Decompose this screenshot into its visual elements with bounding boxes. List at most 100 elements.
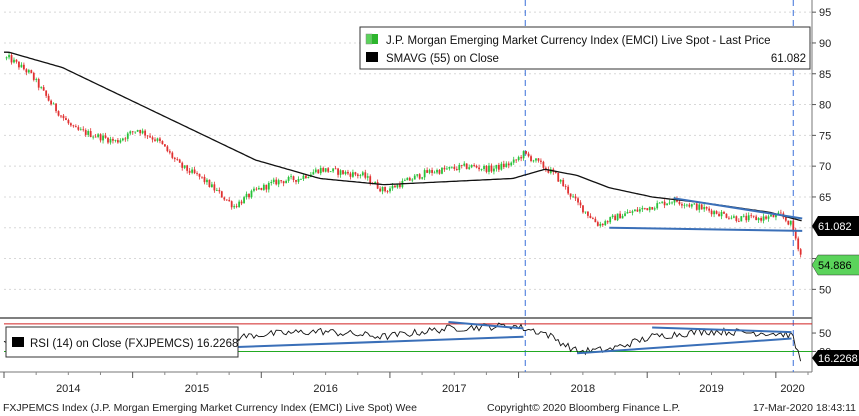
candle-body — [735, 216, 738, 221]
footer-timestamp: 17-Mar-2020 18:43:11 — [753, 402, 856, 414]
candle-body — [591, 218, 594, 219]
rsi-trendline — [577, 337, 792, 355]
candle-body — [520, 157, 523, 159]
candle-body — [188, 170, 191, 173]
candle-body — [648, 207, 651, 211]
candle-body — [787, 220, 790, 225]
candle-body — [601, 223, 604, 226]
candle-body — [149, 136, 151, 138]
candle-body — [794, 230, 797, 239]
candle-body — [621, 215, 624, 219]
candle-body — [136, 130, 139, 132]
candle-body — [69, 123, 72, 126]
candle-body — [376, 182, 379, 189]
candle-body — [245, 193, 248, 198]
candle-body — [488, 165, 490, 172]
candle-body — [510, 162, 513, 166]
candle-body — [567, 186, 570, 194]
candle-body — [220, 191, 223, 198]
candle-body — [228, 199, 231, 202]
candle-body — [792, 220, 795, 231]
candle-body — [30, 70, 33, 73]
rsi-trendline — [652, 326, 792, 334]
candle-body — [327, 168, 330, 172]
candle-body — [159, 138, 161, 142]
candle-body — [295, 179, 297, 182]
candle-body — [483, 165, 485, 169]
candle-body — [124, 138, 127, 140]
candle-body — [663, 201, 666, 206]
candle-body — [527, 153, 530, 157]
rsi-callout-text: 16.2268 — [818, 353, 858, 365]
candle-body — [94, 136, 97, 138]
candle-body — [723, 212, 725, 214]
candle-body — [146, 135, 149, 137]
candle-body — [84, 130, 87, 135]
candle-body — [730, 217, 733, 219]
candle-body — [784, 217, 787, 221]
candle-body — [767, 216, 770, 219]
candle-body — [725, 213, 728, 218]
candle-body — [203, 176, 206, 183]
candle-body — [329, 171, 332, 173]
candle-body — [416, 174, 419, 176]
candle-body — [460, 164, 463, 166]
candle-body — [218, 190, 221, 192]
price-trendline — [609, 226, 803, 232]
candle-body — [624, 213, 626, 216]
candle-body — [502, 163, 505, 168]
candle-body — [384, 186, 386, 192]
price-y-tick-label: 95 — [819, 7, 831, 19]
candle-body — [109, 138, 112, 143]
candle-body — [544, 167, 547, 170]
rsi-legend-swatch — [12, 337, 24, 347]
candle-body — [62, 115, 65, 119]
candle-body — [369, 176, 372, 184]
candle-body — [436, 169, 438, 173]
x-year-label: 2015 — [185, 383, 209, 395]
price-callout-shape — [811, 254, 859, 276]
price-y-tick-label: 65 — [819, 192, 831, 204]
candle-body — [391, 185, 394, 189]
candle-body — [253, 188, 255, 191]
candle-body — [13, 59, 15, 63]
candle-body — [8, 55, 10, 58]
candle-body — [473, 165, 476, 166]
candle-body — [693, 203, 696, 205]
candle-body — [74, 126, 77, 128]
candle-body — [339, 170, 342, 175]
candle-body — [423, 170, 426, 178]
candle-body — [609, 217, 612, 223]
candle-body — [272, 179, 275, 183]
candle-body — [673, 197, 676, 203]
candle-body — [248, 193, 250, 198]
candle-body — [307, 176, 310, 179]
candle-body — [243, 197, 245, 204]
candle-body — [314, 169, 317, 173]
candle-body — [32, 72, 35, 80]
candle-body — [720, 212, 723, 217]
candle-body — [178, 159, 181, 163]
candle-body — [728, 217, 730, 219]
candle-body — [450, 166, 453, 168]
candle-body — [183, 165, 186, 168]
rsi-legend-label: RSI (14) on Close (FXJPEMCS) 16.2268 — [30, 338, 238, 350]
candle-body — [636, 209, 639, 212]
candle-body — [577, 198, 579, 203]
candle-body — [478, 167, 480, 170]
candle-body — [772, 214, 775, 218]
candle-body — [50, 100, 53, 105]
price-y-tick-label: 80 — [819, 100, 831, 112]
candle-body — [262, 184, 265, 190]
candle-body — [656, 203, 659, 209]
candle-body — [718, 213, 720, 217]
candle-body — [500, 163, 503, 170]
candle-body — [658, 202, 661, 204]
candle-body — [277, 180, 280, 185]
candle-body — [60, 115, 62, 117]
candle-body — [225, 199, 228, 201]
candle-body — [557, 172, 560, 182]
price-callout-text: 54.886 — [818, 260, 852, 272]
candle-body — [352, 172, 354, 177]
